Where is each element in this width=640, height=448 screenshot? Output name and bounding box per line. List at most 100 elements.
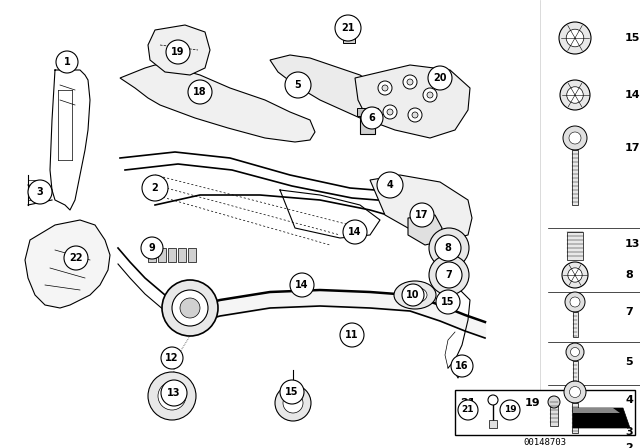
Text: 2: 2 xyxy=(152,183,158,193)
Text: 3: 3 xyxy=(625,427,632,437)
Bar xyxy=(455,390,635,435)
Circle shape xyxy=(563,126,587,150)
Text: 9: 9 xyxy=(148,243,156,253)
Text: 14: 14 xyxy=(348,227,362,237)
Circle shape xyxy=(428,66,452,90)
Polygon shape xyxy=(408,215,442,245)
Circle shape xyxy=(285,72,311,98)
Text: 22: 22 xyxy=(69,253,83,263)
Bar xyxy=(489,420,497,428)
Circle shape xyxy=(378,81,392,95)
Text: 8: 8 xyxy=(445,243,451,253)
Text: 14: 14 xyxy=(295,280,308,290)
Text: 21: 21 xyxy=(461,405,474,414)
Polygon shape xyxy=(573,408,620,413)
Circle shape xyxy=(290,273,314,297)
Circle shape xyxy=(458,400,478,420)
Circle shape xyxy=(280,380,304,404)
Text: 00148703: 00148703 xyxy=(524,438,566,447)
Circle shape xyxy=(559,22,591,54)
Circle shape xyxy=(166,40,190,64)
Circle shape xyxy=(500,400,520,420)
Text: 20: 20 xyxy=(433,73,447,83)
Text: 19: 19 xyxy=(504,405,516,414)
Circle shape xyxy=(408,108,422,122)
Polygon shape xyxy=(370,175,472,240)
Circle shape xyxy=(402,284,424,306)
Text: 19: 19 xyxy=(172,47,185,57)
Circle shape xyxy=(407,79,413,85)
Bar xyxy=(340,23,358,29)
Circle shape xyxy=(570,348,579,357)
Circle shape xyxy=(343,220,367,244)
Text: 1: 1 xyxy=(63,57,70,67)
Bar xyxy=(168,248,176,262)
Circle shape xyxy=(566,343,584,361)
Circle shape xyxy=(451,355,473,377)
Bar xyxy=(573,361,578,383)
Circle shape xyxy=(361,107,383,129)
Circle shape xyxy=(403,75,417,89)
Circle shape xyxy=(436,290,460,314)
Text: 10: 10 xyxy=(406,290,420,300)
Text: 7: 7 xyxy=(625,307,633,317)
Bar xyxy=(158,248,166,262)
Circle shape xyxy=(429,228,469,268)
Circle shape xyxy=(569,132,581,144)
Circle shape xyxy=(142,175,168,201)
Circle shape xyxy=(377,172,403,198)
Bar xyxy=(178,248,186,262)
Circle shape xyxy=(568,268,582,282)
Text: 18: 18 xyxy=(193,87,207,97)
Bar xyxy=(360,112,375,134)
Ellipse shape xyxy=(403,287,427,303)
Circle shape xyxy=(412,112,418,118)
Circle shape xyxy=(410,203,434,227)
Text: 21: 21 xyxy=(341,23,355,33)
Polygon shape xyxy=(148,25,210,75)
Circle shape xyxy=(283,393,303,413)
Ellipse shape xyxy=(394,281,436,309)
Polygon shape xyxy=(355,65,470,138)
Polygon shape xyxy=(573,408,630,428)
Text: 5: 5 xyxy=(294,80,301,90)
Polygon shape xyxy=(25,220,110,308)
Circle shape xyxy=(335,15,361,41)
Text: 17: 17 xyxy=(625,143,640,153)
Bar xyxy=(567,232,583,260)
Circle shape xyxy=(64,246,88,270)
Circle shape xyxy=(436,262,462,288)
Text: 8: 8 xyxy=(625,270,633,280)
Bar xyxy=(148,248,156,262)
Bar xyxy=(188,248,196,262)
Circle shape xyxy=(570,387,580,397)
Circle shape xyxy=(429,255,469,295)
Text: 17: 17 xyxy=(415,210,429,220)
Bar xyxy=(550,402,558,426)
Circle shape xyxy=(562,262,588,288)
Circle shape xyxy=(166,390,178,402)
Circle shape xyxy=(172,290,208,326)
Circle shape xyxy=(566,29,584,47)
Circle shape xyxy=(383,105,397,119)
Circle shape xyxy=(340,323,364,347)
Text: 5: 5 xyxy=(625,357,632,367)
Circle shape xyxy=(28,180,52,204)
Text: 21: 21 xyxy=(460,398,476,408)
Bar xyxy=(357,108,378,116)
Circle shape xyxy=(565,292,585,312)
Circle shape xyxy=(387,109,393,115)
Text: 3: 3 xyxy=(36,187,44,197)
Circle shape xyxy=(560,80,590,110)
Circle shape xyxy=(423,88,437,102)
Circle shape xyxy=(161,347,183,369)
Text: 12: 12 xyxy=(165,353,179,363)
Text: 6: 6 xyxy=(369,113,376,123)
Polygon shape xyxy=(270,55,395,125)
Circle shape xyxy=(570,297,580,307)
Circle shape xyxy=(158,382,186,410)
Circle shape xyxy=(148,372,196,420)
Circle shape xyxy=(141,237,163,259)
Text: 7: 7 xyxy=(445,270,452,280)
Polygon shape xyxy=(120,65,315,142)
